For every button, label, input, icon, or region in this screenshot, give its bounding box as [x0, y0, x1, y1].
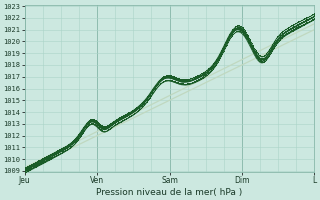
X-axis label: Pression niveau de la mer( hPa ): Pression niveau de la mer( hPa ) — [96, 188, 243, 197]
